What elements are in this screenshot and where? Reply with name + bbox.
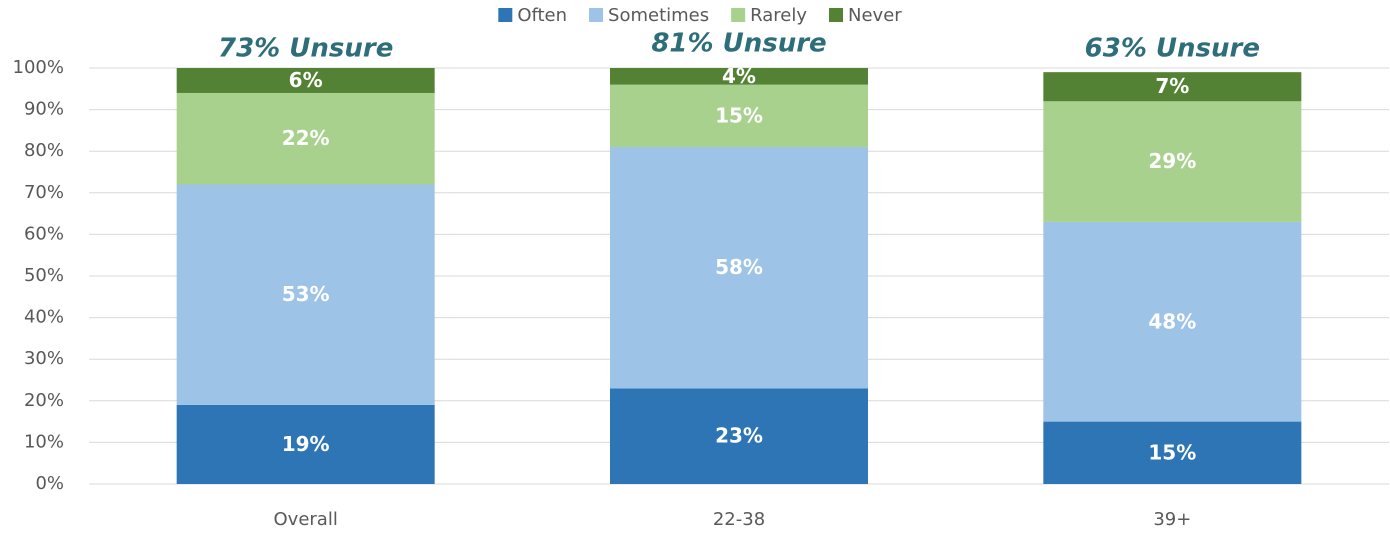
annotation: 81% Unsure bbox=[651, 29, 826, 59]
y-tick-label: 30% bbox=[24, 348, 64, 369]
bar-segment bbox=[176, 184, 435, 405]
y-tick-label: 80% bbox=[24, 140, 64, 161]
bar-segment bbox=[1043, 221, 1302, 422]
bar-segment bbox=[176, 68, 435, 93]
y-tick-label: 40% bbox=[24, 307, 64, 328]
data-label: 15% bbox=[715, 103, 763, 127]
x-tick-label: Overall bbox=[274, 509, 338, 530]
data-label: 7% bbox=[1155, 74, 1189, 98]
legend-label: Often bbox=[517, 5, 567, 26]
x-tick-label: 39+ bbox=[1153, 509, 1191, 530]
data-label: 58% bbox=[715, 255, 763, 279]
legend-swatch bbox=[829, 8, 844, 22]
data-label: 6% bbox=[289, 68, 323, 92]
data-label: 29% bbox=[1148, 149, 1196, 173]
bar-segment bbox=[610, 84, 868, 148]
bar-segment bbox=[610, 147, 868, 389]
y-tick-label: 90% bbox=[24, 99, 64, 120]
y-tick-label: 10% bbox=[24, 431, 64, 452]
bar-segment bbox=[176, 92, 435, 185]
bar-segment bbox=[1043, 72, 1302, 102]
x-tick-label: 22-38 bbox=[713, 509, 765, 530]
bar-segment bbox=[1043, 421, 1302, 484]
bar-segment bbox=[610, 388, 868, 484]
bar-segment bbox=[610, 68, 868, 85]
data-label: 19% bbox=[282, 432, 330, 456]
data-label: 4% bbox=[722, 64, 756, 88]
legend-swatch bbox=[589, 8, 604, 22]
y-tick-label: 20% bbox=[24, 390, 64, 411]
bar-segment bbox=[1043, 101, 1302, 222]
legend-label: Sometimes bbox=[608, 5, 709, 26]
data-label: 48% bbox=[1148, 309, 1196, 333]
y-tick-label: 100% bbox=[13, 57, 64, 78]
legend-swatch bbox=[498, 8, 513, 22]
y-tick-label: 70% bbox=[24, 182, 64, 203]
annotation: 73% Unsure bbox=[218, 34, 393, 64]
y-tick-label: 0% bbox=[35, 473, 64, 494]
bar-segment bbox=[176, 404, 435, 484]
legend-label: Never bbox=[848, 5, 902, 26]
data-label: 22% bbox=[282, 126, 330, 150]
annotation: 63% Unsure bbox=[1085, 34, 1260, 64]
y-tick-label: 60% bbox=[24, 223, 64, 244]
y-tick-label: 50% bbox=[24, 265, 64, 286]
data-label: 15% bbox=[1148, 440, 1196, 464]
data-label: 53% bbox=[282, 282, 330, 306]
legend-label: Rarely bbox=[750, 5, 807, 26]
data-label: 23% bbox=[715, 424, 763, 448]
legend-swatch bbox=[731, 8, 746, 22]
